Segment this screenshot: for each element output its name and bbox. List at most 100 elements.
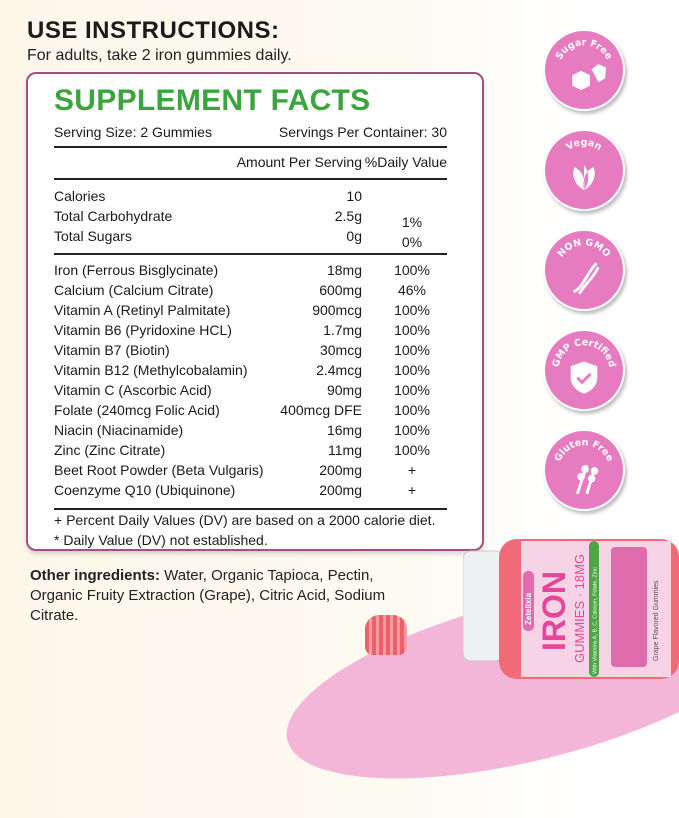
badge-gluten-free: Gluten Free	[543, 429, 625, 511]
bottle-tagline: With Vitamins A, B, C, Calcium, Folate, …	[593, 567, 599, 674]
nutrient-name: Beet Root Powder (Beta Vulgaris)	[54, 462, 264, 478]
nutrient-amount: 1.7mg	[323, 322, 362, 338]
nutrient-amount: 200mg	[319, 462, 362, 478]
divider	[54, 253, 447, 255]
nutrient-name: Iron (Ferrous Bisglycinate)	[54, 262, 219, 278]
dna-icon	[572, 262, 600, 295]
nutrient-name: Folate (240mcg Folic Acid)	[54, 402, 220, 418]
divider	[54, 178, 447, 180]
nutrient-name: Vitamin C (Ascorbic Acid)	[54, 382, 212, 398]
sugar-cubes-icon	[570, 62, 608, 92]
nutrient-daily-value: 100%	[394, 422, 430, 438]
nutrient-amount: 400mcg DFE	[280, 402, 362, 418]
nutrient-row: Beet Root Powder (Beta Vulgaris) 200mg +	[54, 462, 447, 480]
nutrient-amount: 16mg	[326, 422, 362, 438]
nutrient-name: Calories	[54, 188, 106, 204]
nutrient-daily-value: 100%	[394, 302, 430, 318]
nutrient-row: Folate (240mcg Folic Acid) 400mcg DFE 10…	[54, 402, 447, 420]
amount-header: Amount Per Serving	[236, 154, 362, 170]
nutrient-row: Iron (Ferrous Bisglycinate) 18mg 100%	[54, 262, 447, 280]
badge-label: NON GMO	[556, 237, 613, 259]
wheat-icon	[575, 464, 599, 495]
nutrient-name: Coenzyme Q10 (Ubiquinone)	[54, 482, 236, 498]
nutrient-amount: 11mg	[328, 442, 362, 458]
bottle-flavor: Grape Flavored Gummies	[653, 580, 660, 661]
nutrient-name: Vitamin B7 (Biotin)	[54, 342, 170, 358]
footnote-dv: + Percent Daily Values (DV) are based on…	[54, 512, 436, 528]
badge-label: Vegan	[564, 137, 603, 153]
nutrient-name: Vitamin A (Retinyl Palmitate)	[54, 302, 231, 318]
badge-sugar-free: Sugar Free	[543, 29, 625, 111]
bottle-brand: Zetelixia	[524, 592, 533, 625]
shield-check-icon	[570, 361, 598, 394]
nutrient-daily-value: 100%	[394, 262, 430, 278]
nutrient-amount: 900mcg	[312, 302, 362, 318]
use-instructions-text: For adults, take 2 iron gummies daily.	[27, 47, 292, 64]
product-bottle-image: Zetelixia IRON GUMMIES · 18MG With Vitam…	[463, 539, 679, 679]
nutrient-daily-value: 100%	[394, 382, 430, 398]
badge-non-gmo: NON GMO	[543, 229, 625, 311]
nutrient-amount: 30mcg	[319, 342, 362, 358]
supplement-facts-panel: SUPPLEMENT FACTS Serving Size: 2 Gummies…	[26, 72, 484, 551]
daily-value-header: %Daily Value	[364, 154, 447, 170]
nutrient-daily-value: 100%	[394, 322, 430, 338]
use-instructions-heading: USE INSTRUCTIONS:	[27, 17, 280, 44]
servings-per-container: Servings Per Container: 30	[278, 124, 447, 140]
badge-gmp-certified: GMP Certified	[543, 329, 625, 411]
nutrient-amount: 600mg	[319, 282, 362, 298]
leaves-icon	[573, 165, 595, 190]
nutrient-row: Coenzyme Q10 (Ubiquinone) 200mg +	[54, 482, 447, 500]
bottle-name: IRON	[536, 571, 572, 651]
nutrient-name: Vitamin B12 (Methylcobalamin)	[54, 362, 248, 378]
nutrient-amount: 2.4mcg	[316, 362, 362, 378]
nutrient-row: Total Sugars 0g 0%	[54, 228, 447, 250]
nutrient-amount: 2.5g	[334, 208, 362, 224]
nutrient-name: Niacin (Niacinamide)	[54, 422, 184, 438]
nutrient-name: Zinc (Zinc Citrate)	[54, 442, 166, 458]
nutrient-daily-value: 100%	[394, 442, 430, 458]
divider	[54, 146, 447, 148]
other-ingredients-text: Water, Organic Tapioca, Pectin, Organic …	[30, 567, 386, 624]
nutrient-amount: 10	[346, 188, 362, 204]
nutrient-row: Calories 10	[54, 188, 447, 206]
nutrient-amount: 200mg	[319, 482, 362, 498]
supplement-facts-title: SUPPLEMENT FACTS	[54, 84, 371, 117]
nutrient-amount: 90mg	[326, 382, 362, 398]
nutrient-row: Total Carbohydrate 2.5g 1%	[54, 208, 447, 230]
nutrient-name: Vitamin B6 (Pyridoxine HCL)	[54, 322, 232, 338]
serving-size: Serving Size: 2 Gummies	[54, 124, 212, 140]
divider	[54, 508, 447, 510]
gummy-image	[365, 615, 407, 655]
nutrient-row: Niacin (Niacinamide) 16mg 100%	[54, 422, 447, 440]
nutrient-daily-value: +	[407, 482, 417, 498]
badge-vegan: Vegan	[543, 129, 625, 211]
badge-label: Sugar Free	[554, 37, 615, 61]
nutrient-row: Calcium (Calcium Citrate) 600mg 46%	[54, 282, 447, 300]
nutrient-daily-value: 100%	[394, 402, 430, 418]
svg-text:Vegan: Vegan	[564, 137, 603, 153]
nutrient-daily-value: 0%	[401, 234, 423, 250]
nutrient-daily-value: 100%	[394, 342, 430, 358]
svg-text:Sugar Free: Sugar Free	[554, 37, 615, 61]
nutrient-daily-value: 100%	[394, 362, 430, 378]
nutrient-amount: 0g	[346, 228, 362, 244]
nutrient-row: Vitamin B6 (Pyridoxine HCL) 1.7mg 100%	[54, 322, 447, 340]
serving-row: Serving Size: 2 Gummies Servings Per Con…	[54, 124, 447, 142]
bottle-subtitle: GUMMIES · 18MG	[572, 554, 587, 663]
nutrient-row: Vitamin B7 (Biotin) 30mcg 100%	[54, 342, 447, 360]
other-ingredients-label: Other ingredients:	[30, 567, 161, 584]
nutrient-daily-value: 1%	[401, 214, 423, 230]
svg-text:Gluten Free: Gluten Free	[553, 437, 616, 463]
nutrient-daily-value: 46%	[397, 282, 427, 298]
nutrient-row: Vitamin B12 (Methylcobalamin) 2.4mcg 100…	[54, 362, 447, 380]
svg-text:NON GMO: NON GMO	[556, 237, 613, 259]
nutrient-row: Vitamin A (Retinyl Palmitate) 900mcg 100…	[54, 302, 447, 320]
nutrient-name: Total Carbohydrate	[54, 208, 173, 224]
nutrient-row: Zinc (Zinc Citrate) 11mg 100%	[54, 442, 447, 460]
other-ingredients: Other ingredients: Water, Organic Tapioc…	[30, 566, 420, 626]
nutrient-name: Calcium (Calcium Citrate)	[54, 282, 214, 298]
nutrient-amount: 18mg	[326, 262, 362, 278]
badge-label: Gluten Free	[553, 437, 616, 463]
nutrient-daily-value: +	[407, 462, 417, 478]
nutrient-row: Vitamin C (Ascorbic Acid) 90mg 100%	[54, 382, 447, 400]
